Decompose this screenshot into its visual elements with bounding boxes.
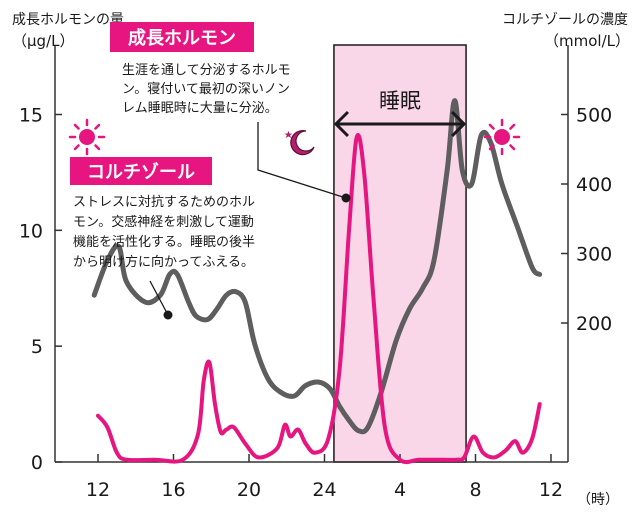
cortisol-marker <box>163 310 173 320</box>
sleep-label: 睡眠 <box>379 89 421 113</box>
growth-hormone-desc-3: レム睡眠時に大量に分泌。 <box>122 101 278 116</box>
cortisol-leader <box>149 280 169 316</box>
cortisol-badge <box>70 157 212 185</box>
left-tick-label: 15 <box>19 105 43 127</box>
x-tick-label: 16 <box>161 479 185 501</box>
x-tick-label: 12 <box>539 479 563 501</box>
right-tick-label: 400 <box>576 174 612 196</box>
left-axis-title: 成長ホルモンの量 <box>12 12 124 28</box>
growth-hormone-desc-2: ン。寝付いて最初の深いノン <box>122 81 290 97</box>
growth-hormone-desc-1: 生涯を通して分泌するホルモ <box>122 63 291 78</box>
x-tick-label: 20 <box>237 479 261 501</box>
left-tick-label: 5 <box>31 336 43 358</box>
x-axis-unit: （時） <box>577 492 619 508</box>
left-tick-label: 0 <box>31 452 43 474</box>
growth-hormone-badge-label: 成長ホルモン <box>128 27 236 49</box>
right-axis-title: コルチゾールの濃度 <box>502 12 628 28</box>
cortisol-desc-4: から明け方に向かってふえる。 <box>73 254 254 270</box>
x-tick-label: 4 <box>394 479 406 501</box>
x-tick-label: 12 <box>86 479 110 501</box>
x-tick-label: 8 <box>469 479 481 501</box>
growth-hormone-line <box>96 133 542 465</box>
right-tick-label: 200 <box>576 313 612 335</box>
cortisol-line <box>91 98 543 435</box>
right-tick-label: 300 <box>576 244 612 266</box>
left-axis-unit: （μg/L） <box>12 32 74 50</box>
left-tick-label: 10 <box>19 220 43 242</box>
sleep-arrow <box>333 110 467 138</box>
cortisol-desc-1: ストレスに対抗するためのホル <box>73 195 255 210</box>
cortisol-desc-2: モン。交感神経を刺激して運動 <box>73 214 254 230</box>
right-tick-label: 500 <box>576 105 612 127</box>
sleep-period-band <box>333 44 467 463</box>
right-axis-unit: （mmol/L） <box>544 32 630 50</box>
cortisol-desc-3: 機能を活性化する。睡眠の後半 <box>73 235 255 250</box>
x-tick-label: 24 <box>312 479 336 501</box>
sun-icon <box>483 118 521 156</box>
cortisol-badge-label: コルチゾール <box>87 162 195 183</box>
sun-icon <box>68 118 106 156</box>
growth-hormone-badge <box>110 22 254 52</box>
moon-star-icon <box>284 129 315 156</box>
growth-hormone-leader <box>257 122 347 199</box>
growth-hormone-marker <box>341 193 351 203</box>
